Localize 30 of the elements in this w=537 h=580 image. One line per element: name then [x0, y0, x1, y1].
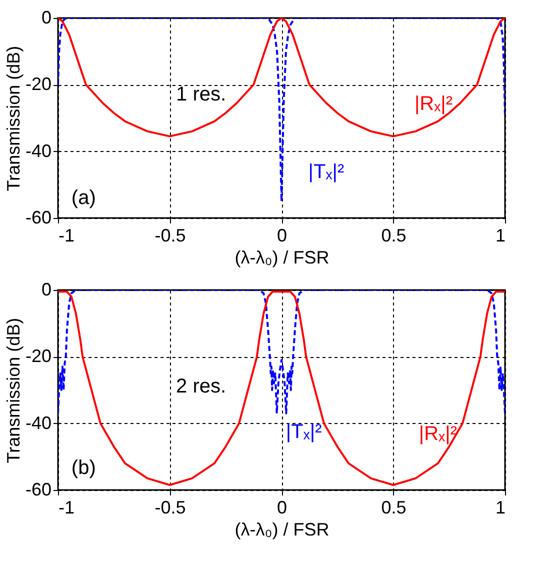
annotation: (a)	[71, 187, 96, 209]
annotation: 1 res.	[176, 84, 226, 106]
y-tick-label: -20	[25, 74, 52, 94]
x-tick-label: -0.5	[154, 226, 186, 246]
y-tick-label: -20	[25, 346, 52, 366]
x-tick-label: 0.5	[381, 498, 406, 518]
series-label: |Tₓ|²	[286, 421, 322, 443]
series-label: |Rₓ|²	[418, 423, 458, 445]
annotation: 2 res.	[176, 376, 226, 398]
x-tick-label: 0	[276, 226, 288, 246]
series-label: |Tₓ|²	[308, 161, 344, 183]
x-tick-label: 0.5	[381, 226, 406, 246]
y-tick-label: -40	[25, 140, 52, 161]
x-axis-title: (λ-λ₀) / FSR	[234, 520, 330, 540]
x-tick-label: 1	[495, 226, 506, 246]
x-tick-label: 1	[495, 498, 506, 518]
x-axis-title: (λ-λ₀) / FSR	[234, 248, 330, 268]
y-tick-label: -40	[25, 412, 52, 433]
y-tick-label: 0	[41, 8, 52, 28]
x-tick-label: -1	[58, 498, 75, 518]
series-label: |Rₓ|²	[414, 93, 453, 115]
y-tick-label: -60	[25, 208, 52, 228]
x-tick-label: -0.5	[154, 498, 186, 518]
y-tick-label: -60	[25, 480, 52, 500]
x-tick-label: 0	[276, 498, 288, 518]
y-axis-title: Transmission (dB)	[3, 318, 24, 464]
x-tick-label: -1	[58, 226, 75, 246]
annotation: (b)	[71, 457, 96, 479]
y-tick-label: 0	[41, 280, 52, 300]
y-axis-title: Transmission (dB)	[3, 46, 24, 192]
